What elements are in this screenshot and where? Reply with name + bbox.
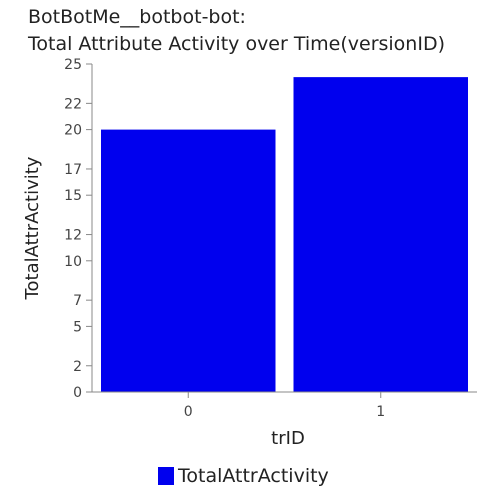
- bar-0: [101, 129, 276, 392]
- y-axis-label: TotalAttrActivity: [22, 156, 43, 300]
- bar-1: [293, 77, 468, 393]
- y-tick-label: 22: [64, 96, 82, 112]
- y-tick-label: 25: [64, 57, 82, 73]
- y-tick-label: 2: [73, 359, 82, 375]
- y-tick-label: 0: [73, 385, 82, 401]
- chart-title-line-2: Total Attribute Activity over Time(versi…: [28, 33, 445, 55]
- y-tick-label: 10: [64, 254, 82, 270]
- y-tick-label: 17: [64, 162, 82, 178]
- legend-swatch: [158, 467, 174, 485]
- x-tick-label: 0: [184, 404, 193, 420]
- legend: TotalAttrActivity: [158, 465, 329, 487]
- y-tick-label: 12: [64, 228, 82, 244]
- x-axis-label: trID: [271, 428, 305, 449]
- x-tick-label: 1: [376, 404, 385, 420]
- chart-title-line-1: BotBotMe__botbot-bot:: [28, 6, 246, 28]
- y-tick-label: 20: [64, 123, 82, 139]
- y-tick-label: 15: [64, 188, 82, 204]
- legend-label: TotalAttrActivity: [178, 465, 329, 487]
- bars: [101, 77, 468, 393]
- y-tick-label: 7: [73, 293, 82, 309]
- y-tick-label: 5: [73, 319, 82, 335]
